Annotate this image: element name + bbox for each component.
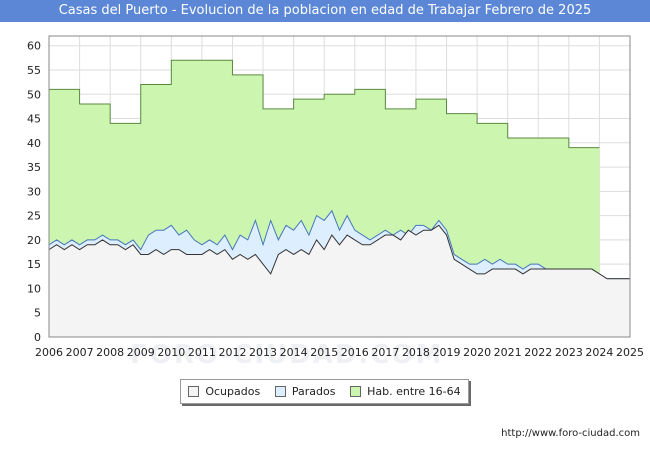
plot-frame: [48, 35, 631, 338]
legend: Ocupados Parados Hab. entre 16-64: [180, 379, 469, 404]
x-tick-label-2020: 2020: [463, 346, 491, 359]
x-tick-label-2012: 2012: [218, 346, 246, 359]
y-tick-label-5: 5: [34, 307, 41, 320]
x-tick-label-2018: 2018: [402, 346, 430, 359]
footer-url-link[interactable]: http://www.foro-ciudad.com: [501, 428, 640, 439]
y-tick-label-20: 20: [27, 234, 41, 247]
legend-swatch-hab: [350, 386, 362, 397]
legend-swatch-parados: [274, 386, 286, 397]
y-tick-label-35: 35: [27, 161, 41, 174]
y-tick-label-45: 45: [27, 113, 41, 126]
legend-label-ocupados: Ocupados: [205, 385, 261, 398]
legend-item-ocupados: Ocupados: [188, 385, 260, 398]
legend-item-hab: Hab. entre 16-64: [350, 385, 461, 398]
x-tick-label-2007: 2007: [66, 346, 94, 359]
x-tick-label-2017: 2017: [371, 346, 399, 359]
plot-area: [48, 35, 631, 338]
legend-label-hab: Hab. entre 16-64: [367, 385, 461, 398]
x-tick-label-2023: 2023: [555, 346, 583, 359]
x-tick-label-2021: 2021: [494, 346, 522, 359]
x-tick-label-2016: 2016: [341, 346, 369, 359]
x-tick-label-2009: 2009: [127, 346, 155, 359]
x-tick-label-2006: 2006: [35, 346, 63, 359]
line-hab-entre-16-64: [49, 59, 600, 149]
x-tick-label-2025: 2025: [616, 346, 644, 359]
y-tick-label-40: 40: [27, 137, 41, 150]
legend-swatch-ocupados: [188, 386, 200, 397]
y-tick-label-60: 60: [27, 40, 41, 53]
x-tick-label-2022: 2022: [524, 346, 552, 359]
chart-title: Casas del Puerto - Evolucion de la pobla…: [0, 0, 650, 22]
line-ocupados: [48, 224, 630, 280]
y-tick-label-30: 30: [27, 185, 41, 198]
x-tick-label-2019: 2019: [433, 346, 461, 359]
y-tick-label-25: 25: [27, 210, 41, 223]
watermark: FORO-CIUDAD.COM: [130, 340, 444, 370]
y-tick-label-55: 55: [27, 64, 41, 77]
y-tick-label-10: 10: [27, 282, 41, 295]
line-parados: [48, 209, 630, 280]
x-tick-label-2008: 2008: [96, 346, 124, 359]
area-ocupados: [49, 225, 630, 337]
legend-item-parados: Parados: [274, 385, 336, 398]
legend-label-parados: Parados: [291, 385, 336, 398]
x-tick-label-2024: 2024: [585, 346, 613, 359]
y-tick-label-0: 0: [34, 331, 41, 344]
x-tick-label-2013: 2013: [249, 346, 277, 359]
x-tick-label-2014: 2014: [280, 346, 308, 359]
x-tick-label-2011: 2011: [188, 346, 216, 359]
y-tick-label-50: 50: [27, 88, 41, 101]
x-tick-label-2015: 2015: [310, 346, 338, 359]
y-tick-label-15: 15: [27, 258, 41, 271]
x-tick-label-2010: 2010: [157, 346, 185, 359]
